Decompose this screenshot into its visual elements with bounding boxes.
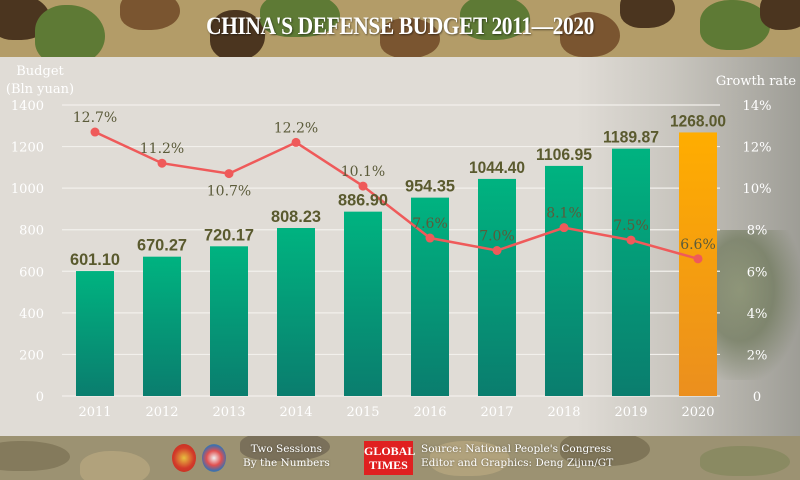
bar-value-label: 954.35: [405, 177, 455, 196]
bar-2011: [76, 271, 114, 396]
bar-2016: [411, 197, 449, 396]
growth-point-2018: [559, 223, 569, 233]
source-line: Source: National People's Congress: [421, 443, 612, 455]
growth-point-2020: [693, 254, 703, 264]
bar-2014: [277, 228, 315, 396]
bar-2018: [545, 165, 583, 396]
x-tick-label: 2017: [480, 405, 513, 420]
right-tick-label: 12%: [743, 141, 772, 156]
logo-line-1: GLOBAL: [364, 444, 416, 458]
growth-rate-label: 7.6%: [412, 216, 448, 232]
bar-2019: [612, 148, 650, 396]
left-tick-label: 400: [19, 307, 44, 322]
x-tick-label: 2012: [145, 405, 178, 420]
right-tick-label: 4%: [747, 307, 768, 322]
camo-header-background: [0, 0, 800, 57]
growth-rate-line: [94, 130, 699, 261]
bar-2013: [210, 246, 248, 396]
event-line-1: Two Sessions: [250, 443, 323, 455]
growth-point-2012: [157, 158, 167, 168]
x-tick-label: 2013: [212, 405, 245, 420]
x-tick-label: 2020: [681, 405, 714, 420]
bar-2020: [679, 132, 717, 397]
chart-title: CHINA'S DEFENSE BUDGET 2011—2020: [206, 13, 594, 40]
left-axis-label-line-2: (Bln yuan): [6, 82, 74, 97]
bar-value-label: 720.17: [204, 225, 254, 244]
growth-point-2011: [90, 127, 100, 137]
left-tick-label: 800: [19, 224, 44, 239]
bar-value-label: 808.23: [271, 207, 321, 226]
bar-value-label: 1189.87: [603, 128, 659, 147]
right-tick-label: 8%: [747, 224, 768, 239]
left-tick-label: 1200: [11, 141, 44, 156]
bar-value-label: 670.27: [137, 236, 187, 255]
bar-2017: [478, 178, 516, 396]
right-tick-label: 6%: [747, 265, 768, 280]
chart-panel: [0, 57, 800, 436]
bar-value-label: 1106.95: [536, 145, 592, 164]
bar-value-label: 886.90: [338, 191, 388, 210]
x-tick-label: 2011: [78, 405, 111, 420]
x-tick-label: 2018: [547, 405, 580, 420]
logo-line-2: TIMES: [369, 458, 408, 472]
left-tick-label: 1000: [11, 182, 44, 197]
national-emblem-icon: [172, 444, 196, 472]
growth-rate-label: 10.1%: [341, 164, 385, 180]
right-tick-label: 14%: [743, 99, 772, 114]
growth-rate-label: 8.1%: [546, 206, 582, 222]
bar-value-label: 1268.00: [670, 111, 726, 130]
growth-point-2016: [425, 233, 435, 243]
x-tick-label: 2016: [413, 405, 446, 420]
growth-point-2015: [358, 181, 368, 191]
right-tick-label: 0: [753, 390, 761, 405]
growth-rate-label: 12.2%: [274, 120, 318, 136]
growth-rate-label: 7.5%: [613, 218, 649, 234]
bar-2015: [344, 211, 382, 396]
growth-point-2014: [291, 137, 301, 147]
growth-rate-label: 12.7%: [73, 110, 117, 126]
right-axis-label: Growth rate: [716, 74, 796, 89]
x-tick-label: 2015: [346, 405, 379, 420]
source-caption: Source: National People's Congress Edito…: [421, 442, 613, 470]
growth-rate-label: 7.0%: [479, 229, 515, 245]
growth-rate-label: 6.6%: [680, 237, 716, 253]
cppcc-emblem-icon: [202, 444, 226, 472]
x-tick-label: 2014: [279, 405, 312, 420]
right-tick-label: 2%: [747, 348, 768, 363]
left-tick-label: 600: [19, 265, 44, 280]
event-caption: Two Sessions By the Numbers: [243, 442, 330, 470]
bar-value-label: 601.10: [70, 250, 120, 269]
x-tick-label: 2019: [614, 405, 647, 420]
left-axis-label-line-1: Budget: [16, 64, 64, 79]
event-line-2: By the Numbers: [243, 457, 330, 469]
bar-2012: [143, 256, 181, 396]
left-tick-label: 1400: [11, 99, 44, 114]
global-times-logo: GLOBAL TIMES: [364, 441, 416, 475]
right-tick-label: 10%: [743, 182, 772, 197]
growth-point-2017: [492, 246, 502, 255]
growth-rate-label: 10.7%: [207, 184, 251, 200]
growth-rate-label: 11.2%: [140, 141, 184, 157]
growth-point-2013: [224, 169, 234, 179]
left-tick-label: 0: [36, 390, 44, 405]
growth-point-2019: [626, 235, 636, 245]
editor-line: Editor and Graphics: Deng Zijun/GT: [421, 457, 614, 469]
bar-value-label: 1044.40: [469, 158, 525, 177]
left-tick-label: 200: [19, 348, 44, 363]
